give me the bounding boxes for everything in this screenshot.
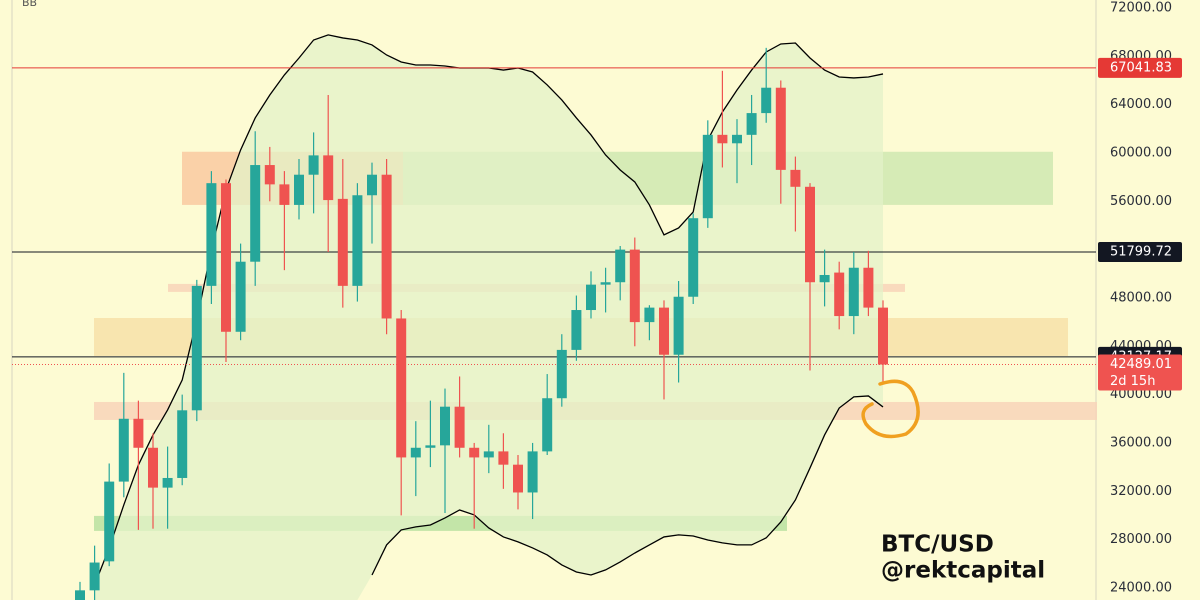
price-axis: 24000.00 28000.00 32000.00 36000.00 40000.00… (1098, 0, 1182, 595)
level-tag-bg (1098, 242, 1182, 263)
candle-body (133, 418, 144, 448)
candle-body (527, 451, 538, 493)
candle-body (469, 447, 480, 458)
candle-body (702, 134, 713, 219)
y-tick-label: 56000.00 (1110, 194, 1172, 209)
candle-body (586, 284, 596, 311)
candle-body (805, 186, 815, 283)
candle-body (308, 155, 319, 175)
candles (75, 47, 888, 600)
candle-body (819, 274, 830, 283)
candle-body (746, 113, 757, 135)
chart-title: BTC/USD (881, 532, 994, 558)
candle-body (556, 349, 567, 399)
candle-body (629, 249, 640, 323)
y-tick-label: 64000.00 (1110, 97, 1172, 112)
candle-body (659, 307, 669, 355)
candle-body (673, 296, 684, 355)
candle-body (367, 174, 377, 196)
candle-body (615, 249, 626, 283)
candle-body (206, 183, 217, 286)
candle-body (644, 307, 655, 323)
candle-body (834, 272, 845, 317)
y-tick-label: 60000.00 (1110, 145, 1172, 160)
candle-body (732, 134, 742, 144)
candle-body (250, 165, 261, 262)
candle-body (513, 464, 523, 493)
candle-body (600, 282, 611, 285)
candle-body (542, 398, 553, 452)
indicator-label: BB (22, 0, 37, 9)
last-price-tag-bg (1098, 354, 1182, 391)
candle-body (381, 174, 392, 319)
annotation-circle (861, 379, 920, 439)
candle-body (425, 445, 436, 448)
candle-body (775, 87, 786, 170)
candle-body (483, 451, 494, 458)
candle-body (89, 562, 100, 591)
candle-body (688, 218, 699, 297)
candle-body (717, 134, 728, 144)
y-tick-label: 32000.00 (1110, 484, 1172, 499)
candle-body (279, 184, 290, 205)
candle-body (571, 310, 582, 350)
candle-body (337, 198, 348, 286)
candle-body (294, 174, 304, 205)
candle-body (177, 410, 188, 478)
level-tag-bg (1098, 57, 1182, 78)
y-tick-label: 24000.00 (1110, 580, 1172, 595)
chart-subtitle: @rektcapital (881, 558, 1045, 584)
y-tick-label: 40000.00 (1110, 387, 1172, 402)
candle-body (878, 307, 888, 365)
y-tick-label: 48000.00 (1110, 290, 1172, 305)
level-tag: 67041.83 (1110, 60, 1172, 75)
last-price-tag: 42489.01 (1110, 357, 1172, 372)
candle-body (440, 406, 450, 446)
candle-body (221, 183, 231, 332)
candle-body (410, 447, 421, 458)
candle-body (75, 590, 85, 600)
candle-body (162, 477, 173, 488)
candle-body (118, 418, 129, 482)
candle-body (191, 285, 202, 411)
candle-body (498, 451, 509, 465)
y-tick-label: 72000.00 (1110, 0, 1172, 15)
candle-body (454, 406, 465, 448)
candle-body (761, 87, 772, 114)
candle-body (790, 169, 801, 187)
y-tick-label: 28000.00 (1110, 532, 1172, 547)
y-tick-label: 36000.00 (1110, 435, 1172, 450)
band-fill (94, 34, 883, 600)
level-tag: 51799.72 (1110, 245, 1172, 260)
band-lower (371, 395, 884, 576)
candle-body (396, 318, 407, 458)
countdown: 2d 15h (1110, 374, 1155, 389)
candle-body (863, 267, 874, 308)
candle-body (148, 447, 158, 488)
candle-body (235, 261, 246, 332)
candle-body (352, 195, 363, 286)
candle-body (323, 155, 334, 201)
candle-body (104, 481, 115, 562)
candle-body (264, 165, 275, 185)
candle-body (848, 267, 859, 317)
